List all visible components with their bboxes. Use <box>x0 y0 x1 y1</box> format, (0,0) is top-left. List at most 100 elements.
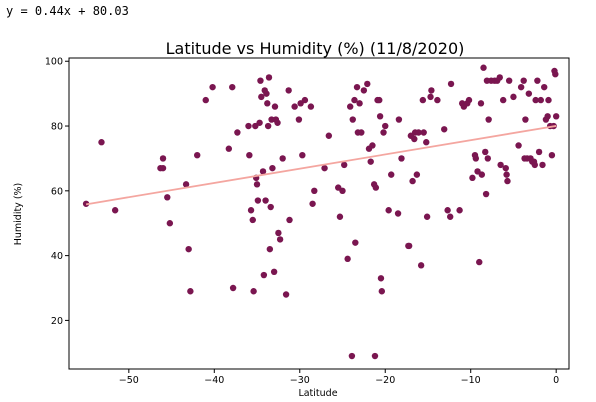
data-point-29 <box>258 93 265 101</box>
data-point-13 <box>209 83 216 91</box>
data-point-120 <box>465 96 473 104</box>
data-point-33 <box>262 197 269 204</box>
data-point-130 <box>482 190 490 198</box>
data-point-139 <box>499 96 507 104</box>
data-point-138 <box>497 161 504 169</box>
data-point-128 <box>480 64 487 71</box>
data-point-69 <box>349 116 356 123</box>
data-point-123 <box>472 155 480 162</box>
data-point-39 <box>267 203 274 211</box>
data-point-4 <box>159 155 167 162</box>
data-point-104 <box>417 262 425 269</box>
data-point-8 <box>182 181 190 188</box>
data-point-50 <box>285 87 292 94</box>
x-axis-ticks: −50 −40 −30 −20 −10 0 <box>119 369 559 386</box>
data-point-109 <box>427 93 434 101</box>
data-point-28 <box>257 77 264 84</box>
data-point-38 <box>266 245 274 253</box>
data-point-125 <box>476 258 483 266</box>
data-point-155 <box>531 161 539 169</box>
x-tick-label: −30 <box>290 375 310 386</box>
data-point-86 <box>376 113 384 120</box>
data-point-94 <box>395 116 403 123</box>
data-point-82 <box>371 352 379 360</box>
data-point-129 <box>482 148 489 156</box>
data-point-85 <box>376 96 383 104</box>
data-point-93 <box>394 210 402 217</box>
data-point-137 <box>496 74 503 81</box>
data-point-103 <box>415 129 422 136</box>
data-point-110 <box>428 87 435 94</box>
data-point-26 <box>254 197 262 204</box>
x-tick-label: −50 <box>119 375 139 386</box>
data-point-95 <box>398 155 405 162</box>
data-point-42 <box>270 268 278 276</box>
data-point-158 <box>535 148 543 156</box>
data-point-133 <box>485 116 492 123</box>
data-point-17 <box>234 129 241 136</box>
data-point-19 <box>246 151 253 159</box>
data-point-163 <box>544 113 551 120</box>
regression-line <box>85 125 557 206</box>
data-point-64 <box>339 187 346 195</box>
data-point-16 <box>229 284 237 292</box>
data-point-9 <box>185 245 192 253</box>
data-point-100 <box>411 135 418 143</box>
data-point-41 <box>269 164 276 172</box>
data-point-34 <box>263 90 270 97</box>
data-point-159 <box>537 96 544 104</box>
data-point-31 <box>260 271 268 279</box>
data-point-35 <box>264 100 271 107</box>
data-point-127 <box>478 171 486 178</box>
data-point-99 <box>409 177 416 185</box>
data-point-107 <box>423 139 430 146</box>
data-point-63 <box>336 213 344 220</box>
data-point-76 <box>360 87 368 94</box>
data-point-88 <box>378 288 386 295</box>
data-point-97 <box>405 242 413 250</box>
data-point-80 <box>369 142 376 149</box>
data-point-164 <box>545 96 552 104</box>
data-point-49 <box>282 291 290 298</box>
data-point-91 <box>385 207 392 214</box>
data-point-30 <box>259 168 267 175</box>
data-point-21 <box>249 216 256 224</box>
data-point-65 <box>341 161 348 169</box>
data-point-53 <box>295 116 303 123</box>
data-point-145 <box>515 142 522 149</box>
x-tick-label: −20 <box>375 375 395 386</box>
data-point-61 <box>325 132 333 139</box>
data-point-126 <box>477 100 485 107</box>
data-point-149 <box>522 116 529 123</box>
data-point-15 <box>229 83 236 91</box>
data-point-70 <box>351 96 358 104</box>
y-tick-label: 80 <box>51 122 63 133</box>
data-point-25 <box>253 181 261 188</box>
data-point-12 <box>202 96 209 104</box>
data-point-77 <box>364 80 371 88</box>
data-point-59 <box>311 187 318 195</box>
data-point-113 <box>444 207 451 214</box>
data-point-58 <box>309 200 316 207</box>
data-point-6 <box>164 194 171 201</box>
y-axis-label: Humidity (%) <box>13 183 24 246</box>
data-point-161 <box>541 83 548 91</box>
data-point-22 <box>250 288 257 295</box>
data-point-142 <box>504 177 511 185</box>
axes-frame <box>68 57 570 370</box>
y-tick-label: 20 <box>51 316 63 327</box>
data-point-160 <box>539 161 546 169</box>
y-tick-label: 60 <box>51 186 63 197</box>
data-point-156 <box>532 96 539 104</box>
y-axis-ticks: 20 40 60 80 100 <box>45 57 69 327</box>
data-point-1 <box>98 139 105 146</box>
data-point-7 <box>166 220 174 227</box>
data-point-36 <box>264 122 272 130</box>
data-point-18 <box>245 122 252 130</box>
data-point-55 <box>299 151 306 159</box>
data-point-51 <box>286 216 293 224</box>
data-point-5 <box>159 164 167 172</box>
data-point-60 <box>321 164 328 172</box>
y-tick-label: 40 <box>51 251 63 262</box>
